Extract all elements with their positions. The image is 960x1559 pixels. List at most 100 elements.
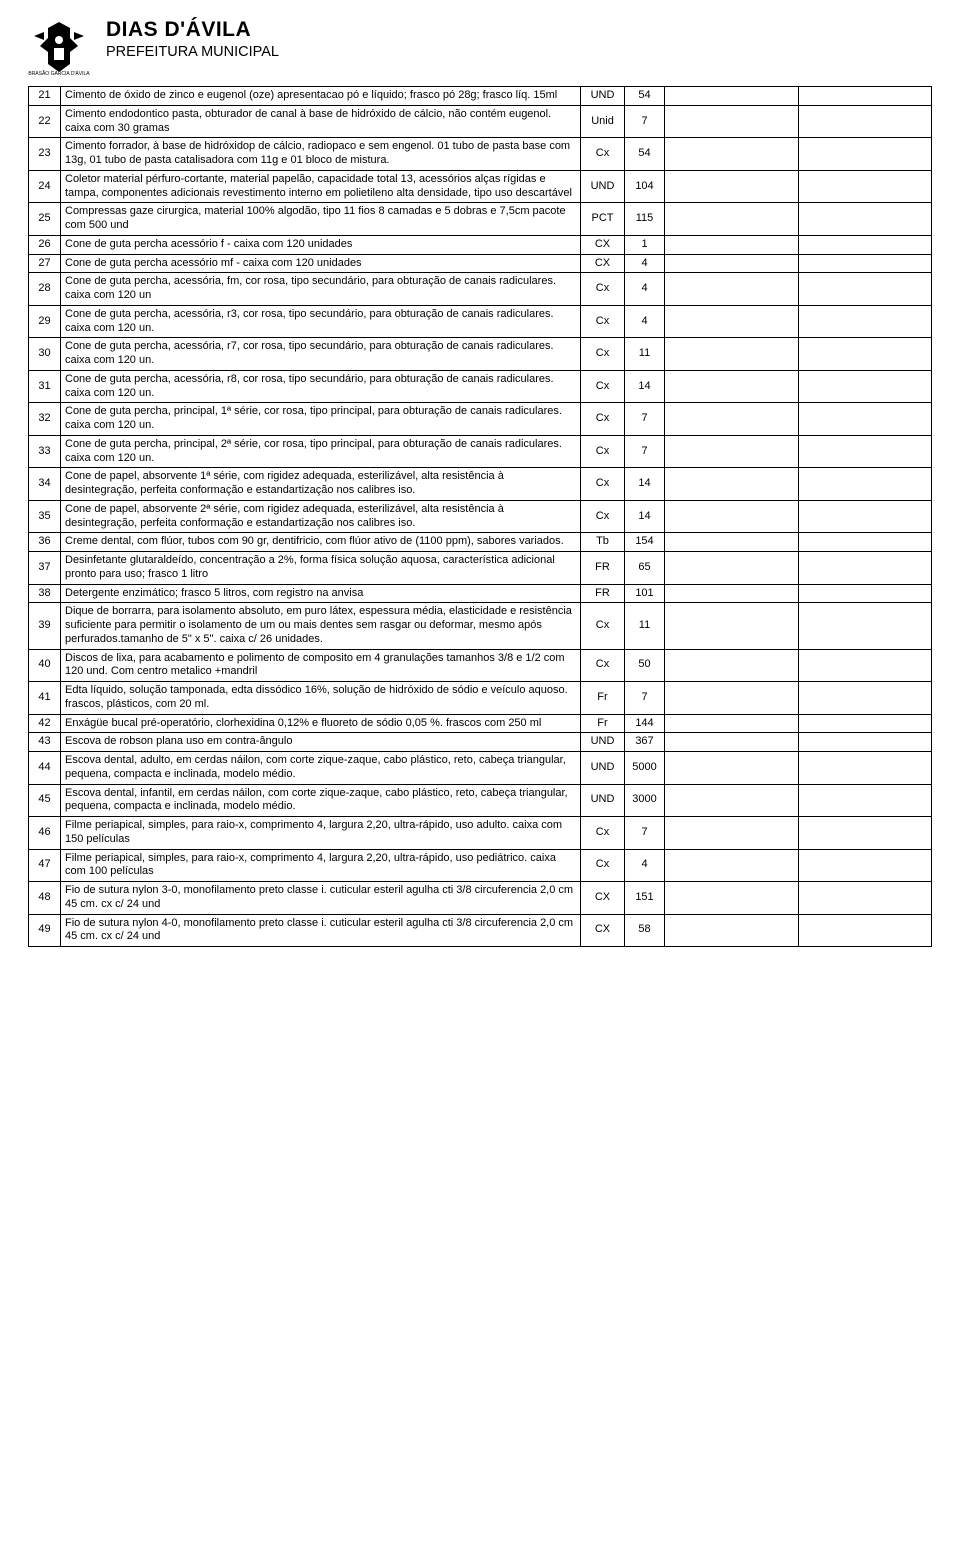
item-qty: 14: [625, 500, 665, 533]
item-number: 44: [29, 752, 61, 785]
item-unit: FR: [581, 552, 625, 585]
item-description: Cone de papel, absorvente 1ª série, com …: [61, 468, 581, 501]
item-description: Cone de papel, absorvente 2ª série, com …: [61, 500, 581, 533]
blank-col-2: [798, 603, 932, 649]
item-unit: Cx: [581, 849, 625, 882]
item-unit: FR: [581, 584, 625, 603]
blank-col-1: [665, 170, 799, 203]
item-description: Cone de guta percha, acessória, fm, cor …: [61, 273, 581, 306]
coat-of-arms-icon: BRASÃO GARCIA D'ÁVILA: [28, 18, 90, 76]
item-number: 29: [29, 305, 61, 338]
item-description: Coletor material pérfuro-cortante, mater…: [61, 170, 581, 203]
item-number: 42: [29, 714, 61, 733]
table-row: 30Cone de guta percha, acessória, r7, co…: [29, 338, 932, 371]
table-row: 28Cone de guta percha, acessória, fm, co…: [29, 273, 932, 306]
table-row: 45Escova dental, infantil, em cerdas nái…: [29, 784, 932, 817]
item-description: Creme dental, com flúor, tubos com 90 gr…: [61, 533, 581, 552]
item-qty: 3000: [625, 784, 665, 817]
item-unit: Cx: [581, 338, 625, 371]
item-description: Enxágüe bucal pré-operatório, clorhexidi…: [61, 714, 581, 733]
item-description: Discos de lixa, para acabamento e polime…: [61, 649, 581, 682]
table-row: 41Edta líquido, solução tamponada, edta …: [29, 682, 932, 715]
item-unit: Cx: [581, 468, 625, 501]
blank-col-1: [665, 882, 799, 915]
blank-col-1: [665, 235, 799, 254]
blank-col-1: [665, 87, 799, 106]
item-unit: Cx: [581, 273, 625, 306]
item-number: 34: [29, 468, 61, 501]
item-qty: 14: [625, 468, 665, 501]
item-unit: Cx: [581, 603, 625, 649]
item-number: 27: [29, 254, 61, 273]
item-description: Detergente enzimático; frasco 5 litros, …: [61, 584, 581, 603]
table-row: 37Desinfetante glutaraldeído, concentraç…: [29, 552, 932, 585]
blank-col-1: [665, 552, 799, 585]
item-number: 21: [29, 87, 61, 106]
item-unit: UND: [581, 170, 625, 203]
item-description: Filme periapical, simples, para raio-x, …: [61, 817, 581, 850]
blank-col-1: [665, 370, 799, 403]
blank-col-2: [798, 784, 932, 817]
blank-col-1: [665, 817, 799, 850]
item-unit: Cx: [581, 500, 625, 533]
item-description: Fio de sutura nylon 3-0, monofilamento p…: [61, 882, 581, 915]
table-row: 32Cone de guta percha, principal, 1ª sér…: [29, 403, 932, 436]
item-number: 47: [29, 849, 61, 882]
table-row: 33Cone de guta percha, principal, 2ª sér…: [29, 435, 932, 468]
blank-col-2: [798, 338, 932, 371]
item-description: Cone de guta percha acessório mf - caixa…: [61, 254, 581, 273]
page-subtitle: PREFEITURA MUNICIPAL: [106, 44, 279, 60]
item-qty: 65: [625, 552, 665, 585]
blank-col-1: [665, 138, 799, 171]
table-row: 40Discos de lixa, para acabamento e poli…: [29, 649, 932, 682]
item-number: 46: [29, 817, 61, 850]
blank-col-2: [798, 138, 932, 171]
item-qty: 154: [625, 533, 665, 552]
blank-col-1: [665, 403, 799, 436]
table-row: 26Cone de guta percha acessório f - caix…: [29, 235, 932, 254]
item-description: Cone de guta percha acessório f - caixa …: [61, 235, 581, 254]
table-row: 46Filme periapical, simples, para raio-x…: [29, 817, 932, 850]
table-row: 21Cimento de óxido de zinco e eugenol (o…: [29, 87, 932, 106]
blank-col-1: [665, 203, 799, 236]
blank-col-1: [665, 714, 799, 733]
item-unit: Cx: [581, 817, 625, 850]
item-number: 25: [29, 203, 61, 236]
item-qty: 54: [625, 138, 665, 171]
item-qty: 7: [625, 817, 665, 850]
item-unit: Cx: [581, 305, 625, 338]
item-description: Cone de guta percha, acessória, r3, cor …: [61, 305, 581, 338]
blank-col-1: [665, 603, 799, 649]
item-number: 33: [29, 435, 61, 468]
blank-col-2: [798, 649, 932, 682]
item-number: 24: [29, 170, 61, 203]
item-number: 43: [29, 733, 61, 752]
blank-col-1: [665, 254, 799, 273]
item-description: Escova de robson plana uso em contra-âng…: [61, 733, 581, 752]
item-unit: Cx: [581, 138, 625, 171]
page-header: BRASÃO GARCIA D'ÁVILA DIAS D'ÁVILA PREFE…: [28, 18, 932, 76]
item-number: 41: [29, 682, 61, 715]
blank-col-2: [798, 552, 932, 585]
item-unit: Cx: [581, 403, 625, 436]
blank-col-2: [798, 500, 932, 533]
item-number: 26: [29, 235, 61, 254]
items-table: 21Cimento de óxido de zinco e eugenol (o…: [28, 86, 932, 947]
item-description: Compressas gaze cirurgica, material 100%…: [61, 203, 581, 236]
item-unit: Tb: [581, 533, 625, 552]
item-unit: Cx: [581, 435, 625, 468]
item-description: Filme periapical, simples, para raio-x, …: [61, 849, 581, 882]
table-row: 22Cimento endodontico pasta, obturador d…: [29, 105, 932, 138]
blank-col-2: [798, 817, 932, 850]
blank-col-2: [798, 254, 932, 273]
item-unit: Cx: [581, 370, 625, 403]
item-description: Dique de borrarra, para isolamento absol…: [61, 603, 581, 649]
item-description: Cone de guta percha, acessória, r8, cor …: [61, 370, 581, 403]
item-qty: 151: [625, 882, 665, 915]
item-unit: UND: [581, 733, 625, 752]
blank-col-2: [798, 105, 932, 138]
table-row: 44Escova dental, adulto, em cerdas náilo…: [29, 752, 932, 785]
item-qty: 367: [625, 733, 665, 752]
item-number: 23: [29, 138, 61, 171]
item-unit: PCT: [581, 203, 625, 236]
